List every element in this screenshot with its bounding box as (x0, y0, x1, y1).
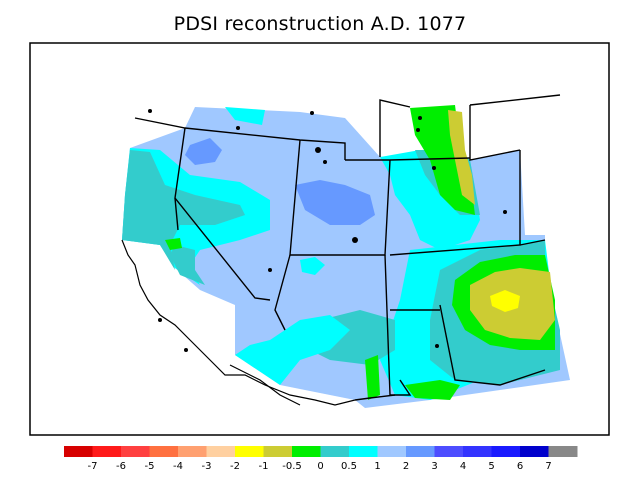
legend-tick-label: 7 (545, 461, 551, 472)
pdsi-region-idaho-blue (185, 138, 222, 165)
legend-tick-label: -6 (116, 461, 126, 472)
legend-swatch (292, 446, 321, 457)
legend-tick-label: 5 (488, 461, 494, 472)
color-legend: -7 -6 -5 -4 -3 -2 -1 -0.5 0 0.5 1 2 3 4 5 6 7 (64, 446, 578, 472)
map-title: PDSI reconstruction A.D. 1077 (173, 13, 467, 35)
legend-tick-label: -4 (173, 461, 183, 472)
pdsi-region-north-cyan (225, 107, 265, 125)
legend-tick-label: -5 (145, 461, 155, 472)
legend-tick-label: 0.5 (341, 461, 357, 472)
legend-tick-label: 4 (460, 461, 466, 472)
legend-tick-label: 3 (431, 461, 437, 472)
pdsi-region-west-teal-2 (170, 245, 205, 285)
legend-swatch (92, 446, 122, 457)
coastline (121, 239, 356, 406)
pdsi-region-cyan-bubble (300, 257, 325, 275)
legend-swatch (434, 446, 464, 457)
legend-swatch (548, 446, 578, 457)
legend-tick-label: 1 (374, 461, 380, 472)
legend-tick-label: -3 (202, 461, 212, 472)
state-boundaries (134, 94, 561, 401)
legend-swatch (320, 446, 350, 457)
legend-swatch (491, 446, 521, 457)
legend-tick-label: 6 (517, 461, 523, 472)
lake-islands (148, 109, 507, 352)
pdsi-field (122, 105, 570, 408)
pdsi-region-northeast-green (410, 105, 475, 215)
pdsi-region-south-green-2 (405, 380, 460, 400)
legend-tick-label: -2 (230, 461, 240, 472)
legend-swatch (121, 446, 150, 457)
legend-tick-label: -7 (88, 461, 98, 472)
pdsi-region-west-green (165, 238, 182, 250)
legend-swatch (406, 446, 435, 457)
legend-swatch (349, 446, 378, 457)
legend-swatch (520, 446, 549, 457)
pdsi-region-south-cyan (235, 315, 350, 385)
legend-swatch (64, 446, 93, 457)
legend-swatch (206, 446, 236, 457)
legend-tick-label: 0 (317, 461, 323, 472)
pdsi-region-utah-blue (295, 180, 375, 225)
pdsi-region-west-teal (122, 150, 245, 288)
legend-swatch (263, 446, 293, 457)
legend-swatch (463, 446, 492, 457)
legend-tick-label: 2 (403, 461, 409, 472)
legend-swatch (235, 446, 264, 457)
pdsi-region-east-yellow (490, 290, 520, 312)
legend-tick-label: -1 (259, 461, 269, 472)
legend-swatch (178, 446, 207, 457)
legend-swatch (149, 446, 179, 457)
legend-tick-label: -0.5 (282, 461, 302, 472)
pdsi-region-northeast-olive (448, 110, 475, 205)
legend-swatch (377, 446, 407, 457)
pdsi-region-south-green (365, 355, 380, 400)
